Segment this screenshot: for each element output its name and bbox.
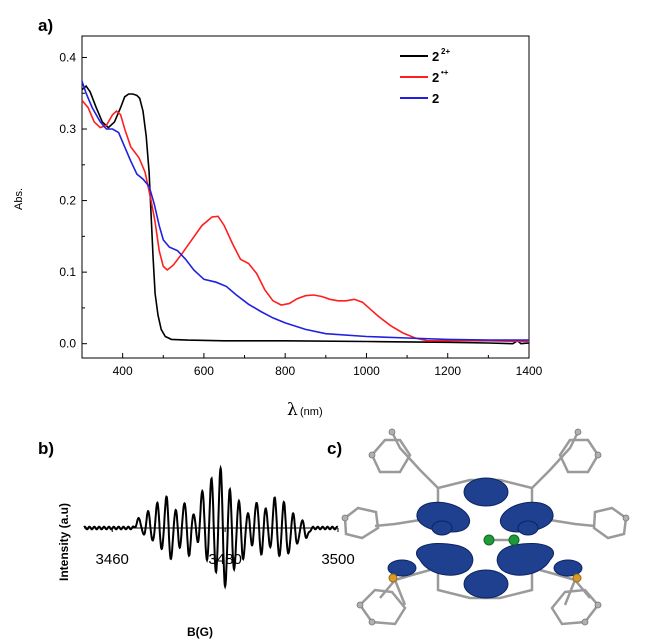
chart-a-series (81, 80, 530, 345)
lobe-inner-right (517, 520, 539, 536)
atom (581, 618, 589, 626)
bond-arm-lr (539, 568, 576, 582)
x-tick-label: 400 (113, 364, 133, 378)
y-tick-label: 0.0 (59, 337, 76, 351)
lobe-top (463, 477, 509, 507)
ring-lower-right (550, 588, 600, 626)
molecule-atoms (341, 428, 630, 626)
y-axis-label: Abs. (13, 188, 25, 210)
y-tick-label: 0.3 (59, 122, 76, 136)
epr-x-tick-label: 3460 (96, 551, 129, 568)
x-axis-label-symbol: λ (287, 400, 298, 420)
lobe-bottom (463, 569, 509, 599)
y-tick-label: 0.1 (59, 265, 76, 279)
atom (594, 451, 602, 459)
bond-ll-branch (379, 579, 407, 606)
panel-label-b: b) (38, 439, 54, 458)
y-axis-ticks: 0.0 0.1 0.2 0.3 0.4 (59, 50, 87, 351)
lobe-lower-left (415, 542, 474, 576)
atom (368, 618, 376, 626)
epr-x-tick-label: 3480 (208, 551, 241, 568)
x-tick-label: 1000 (353, 364, 380, 378)
bond-lr-branch (563, 579, 591, 606)
epr-trace (83, 464, 339, 590)
x-axis-label-unit: (nm) (300, 406, 323, 418)
x-tick-label: 1200 (434, 364, 461, 378)
legend-label-1: 2 (432, 70, 439, 85)
y-tick-label: 0.2 (59, 194, 76, 208)
series-line-1 (81, 99, 530, 343)
spin-density-molecule-render (341, 428, 630, 626)
lobe-inner-left (431, 520, 453, 536)
epr-spectrum: 3460 3480 3500 Intensity (a.u) B(G) (57, 464, 355, 639)
x-tick-label: 600 (194, 364, 214, 378)
panel-label-c: c) (327, 439, 342, 458)
atom-orange-left (388, 573, 398, 583)
lobe-lower-right (496, 542, 555, 576)
ring-left (343, 506, 380, 540)
bond-arm-left (374, 518, 421, 528)
lobe-far-left (387, 559, 417, 577)
series-line-0 (81, 84, 530, 345)
atom (341, 514, 349, 522)
series-line-2 (81, 80, 529, 341)
atom (368, 451, 376, 459)
epr-x-ticks: 3460 3480 3500 (96, 528, 355, 568)
epr-x-axis-label: B(G) (187, 625, 213, 639)
x-tick-label: 1400 (516, 364, 543, 378)
x-axis-ticks: 400 600 800 1000 1200 1400 (81, 353, 543, 378)
atom-green-left (483, 534, 495, 546)
chart-a-legend: 2 2+2 •+2 (400, 47, 450, 106)
atom (388, 428, 396, 436)
y-tick-label: 0.4 (59, 50, 76, 64)
lobe-upper-left (416, 501, 470, 533)
legend-superscript-0: 2+ (441, 47, 450, 56)
atom-green-right (508, 534, 520, 546)
x-tick-label: 800 (275, 364, 295, 378)
bond-arm-ll (394, 568, 431, 582)
bond-arm-right (549, 518, 596, 528)
legend-superscript-1: •+ (441, 68, 449, 77)
epr-y-axis-label: Intensity (a.u) (57, 503, 71, 581)
atom (574, 428, 582, 436)
epr-x-tick-label: 3500 (321, 551, 354, 568)
atom-orange-right (572, 573, 582, 583)
panel-label-a: a) (38, 16, 53, 35)
uv-vis-chart: 400 600 800 1000 1200 1400 0.0 0.1 0.2 0.3 0.4 Ab… (13, 35, 543, 420)
atom (356, 601, 364, 609)
lobe-far-right (553, 559, 583, 577)
legend-label-0: 2 (432, 49, 439, 64)
ring-upper-left (370, 438, 412, 474)
atom (622, 514, 630, 522)
chart-a-axes-frame (81, 35, 530, 359)
ring-upper-right (558, 438, 600, 474)
lobe-upper-right (500, 501, 554, 533)
legend-label-2: 2 (432, 91, 439, 106)
molecule-special-atoms (388, 534, 582, 583)
spin-density-lobes (387, 477, 583, 599)
ring-right (592, 506, 628, 540)
atom (594, 601, 602, 609)
